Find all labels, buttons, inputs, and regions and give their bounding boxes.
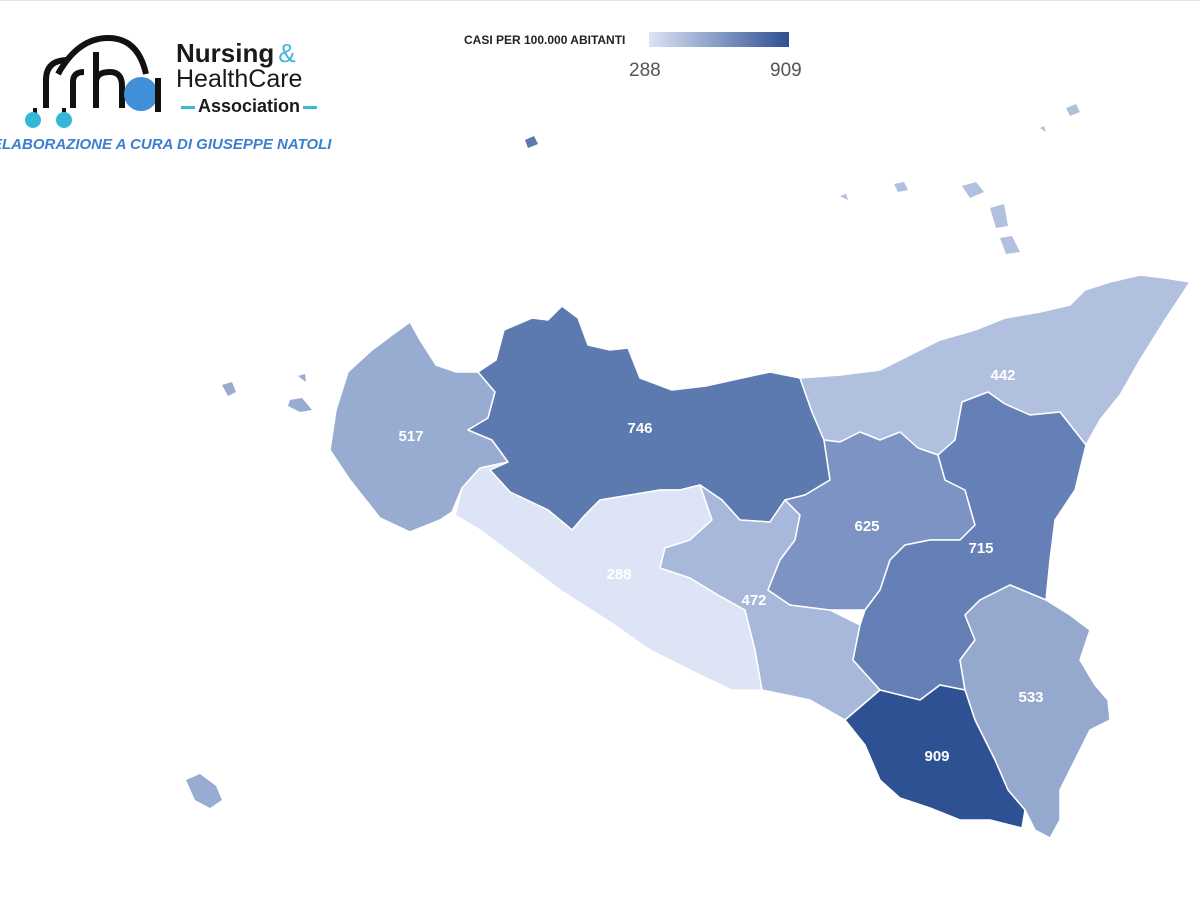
island-pantelleria <box>186 774 222 808</box>
legend-gradient-bar <box>649 32 789 47</box>
legend-min-value: 288 <box>629 60 661 81</box>
region-label-agrigento: 288 <box>606 566 631 583</box>
credit-text: ELABORAZIONE A CURA DI GIUSEPPE NATOLI <box>0 136 360 153</box>
island-eolie-3 <box>990 204 1008 228</box>
logo-line-healthcare: HealthCare <box>176 65 303 93</box>
island-eolie-7 <box>1040 126 1046 132</box>
region-label-messina: 442 <box>990 367 1015 384</box>
top-border <box>0 0 1200 1</box>
island-egadi-3 <box>298 374 306 382</box>
island-eolie-2 <box>962 182 984 198</box>
island-eolie-4 <box>1000 236 1020 254</box>
nha-logo: Nursing & HealthCare Association <box>18 30 338 135</box>
region-label-caltanissetta: 472 <box>741 592 766 609</box>
island-eolie-6 <box>840 194 848 200</box>
region-label-trapani: 517 <box>398 428 423 445</box>
island-egadi <box>222 382 236 396</box>
legend-max-value: 909 <box>770 60 802 81</box>
region-label-enna: 625 <box>854 518 879 535</box>
small-islands <box>186 104 1080 808</box>
credit-label: ELABORAZIONE A CURA DI GIUSEPPE NATOLI <box>0 136 332 153</box>
logo-line-nursing: Nursing <box>176 38 275 68</box>
region-ragusa[interactable] <box>844 684 1026 829</box>
island-ustica <box>525 136 538 148</box>
region-label-catania: 715 <box>968 540 993 557</box>
region-label-palermo: 746 <box>627 420 652 437</box>
region-label-siracusa: 533 <box>1018 689 1043 706</box>
nha-monogram-icon <box>25 34 161 128</box>
legend-title: CASI PER 100.000 ABITANTI <box>464 33 626 47</box>
island-egadi-2 <box>288 398 312 412</box>
island-eolie-5 <box>894 182 908 192</box>
island-eolie-1 <box>1066 104 1080 116</box>
logo-line-association: Association <box>198 96 301 116</box>
region-label-ragusa: 909 <box>924 748 949 765</box>
logo-ampersand: & <box>278 38 296 68</box>
region-siracusa[interactable] <box>959 584 1111 839</box>
